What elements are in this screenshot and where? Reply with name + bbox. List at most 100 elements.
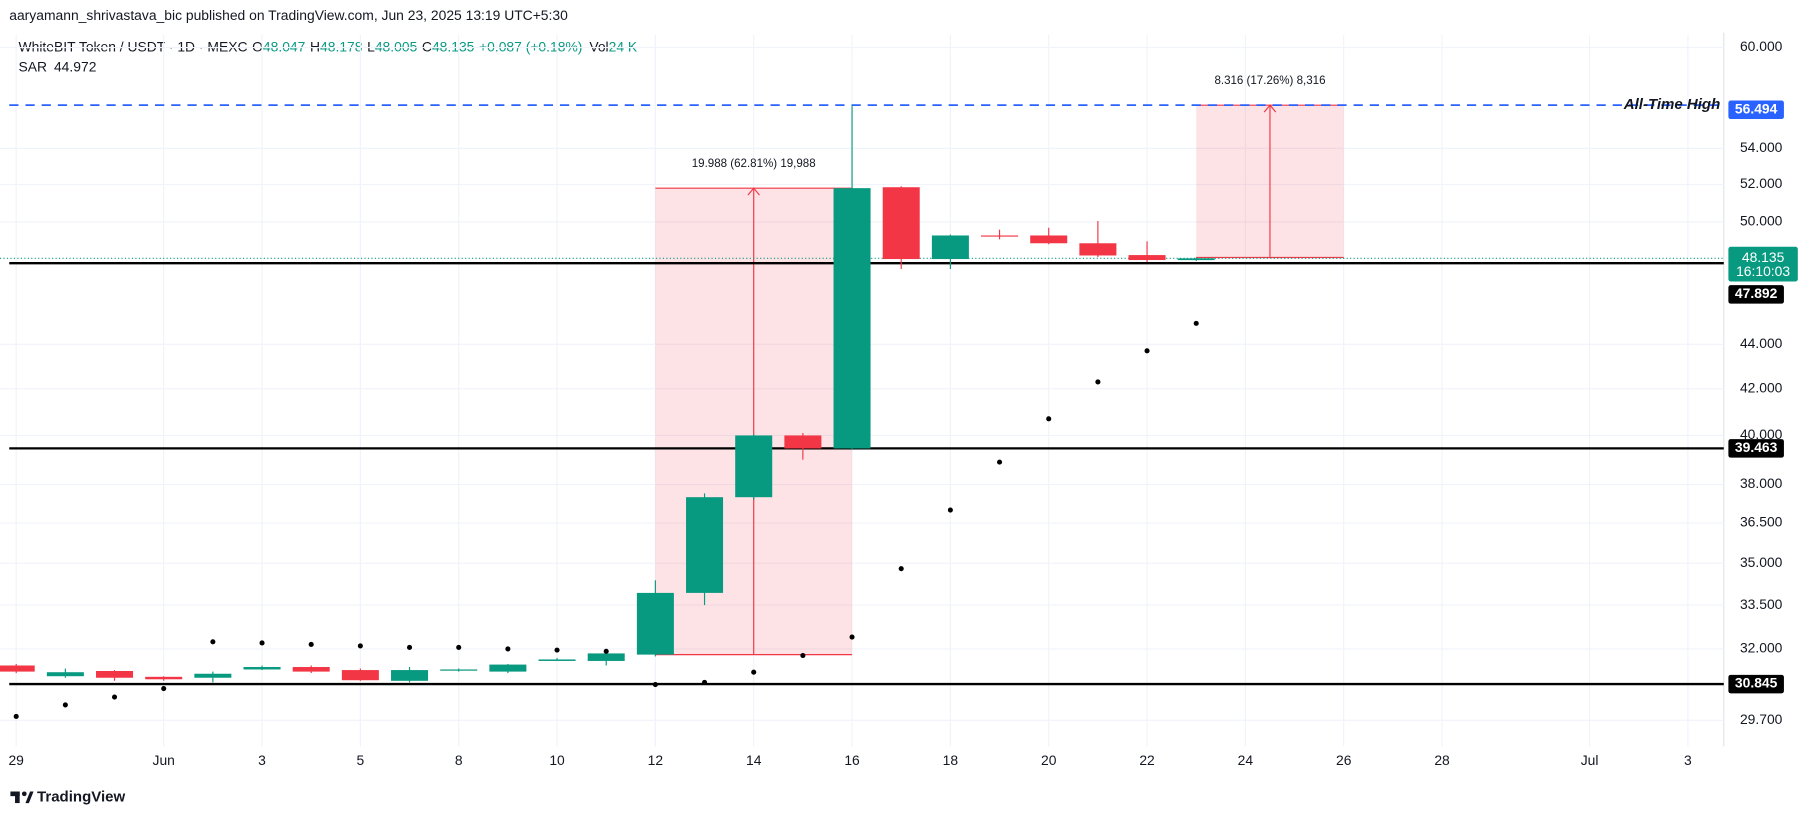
last-price-label: 48.135 bbox=[1742, 249, 1785, 265]
ath-price-label-bg bbox=[1728, 100, 1784, 120]
x-tick-label: 26 bbox=[1336, 752, 1352, 768]
h-value: 48.178 bbox=[320, 38, 363, 54]
sar-label: SAR bbox=[19, 58, 48, 74]
sar-dot bbox=[652, 682, 658, 688]
sar-dot bbox=[62, 702, 68, 708]
measure-label: 8.316 (17.26%) 8,316 bbox=[1214, 75, 1325, 87]
sar-dot bbox=[554, 647, 560, 653]
candle-body bbox=[735, 435, 773, 498]
o-label: O bbox=[252, 38, 263, 54]
sar-dot bbox=[1144, 348, 1150, 354]
sar-dot bbox=[849, 634, 855, 640]
candle-body bbox=[145, 676, 183, 680]
x-tick-label: 18 bbox=[943, 752, 959, 768]
candles bbox=[0, 105, 1215, 719]
level-label: 47.892 bbox=[1735, 285, 1778, 301]
x-tick-label: 20 bbox=[1041, 752, 1057, 768]
level-label: 30.845 bbox=[1735, 675, 1778, 691]
sar-dot bbox=[406, 644, 413, 650]
sar-dot bbox=[1193, 320, 1199, 326]
sar-dot bbox=[259, 640, 265, 646]
candle-body bbox=[440, 669, 478, 671]
candle-body bbox=[784, 435, 822, 449]
vol-label: Vol bbox=[589, 38, 608, 54]
x-tick-label: 3 bbox=[1684, 752, 1692, 768]
candle-body bbox=[1177, 258, 1215, 261]
level-label-bg bbox=[1728, 674, 1784, 694]
y-tick-label: 42.000 bbox=[1740, 379, 1783, 395]
candle-body bbox=[391, 670, 429, 681]
x-tick-label: Jul bbox=[1581, 752, 1599, 768]
y-tick-label: 60.000 bbox=[1740, 38, 1783, 54]
sar-dot bbox=[1046, 416, 1052, 422]
sar-dot bbox=[751, 669, 757, 675]
sar-dot bbox=[161, 686, 167, 692]
change: +0.087 (+0.18%) bbox=[479, 38, 582, 54]
sar-dot bbox=[111, 694, 118, 700]
level-label-bg bbox=[1728, 439, 1784, 458]
y-tick-label: 52.000 bbox=[1740, 175, 1783, 191]
x-tick-label: 28 bbox=[1434, 752, 1450, 768]
x-tick-label: 29 bbox=[8, 752, 24, 768]
x-tick-label: 8 bbox=[455, 752, 463, 768]
last-price-bg bbox=[1728, 246, 1798, 282]
sar-dot bbox=[603, 648, 609, 654]
candle-body bbox=[292, 667, 330, 672]
candle-body bbox=[587, 653, 625, 661]
countdown: 16:10:03 bbox=[1736, 263, 1790, 279]
y-tick-label: 29.700 bbox=[1740, 711, 1783, 727]
sar-dot bbox=[505, 646, 511, 652]
sar-dot bbox=[13, 713, 19, 719]
y-tick-label: 54.000 bbox=[1740, 139, 1783, 155]
legend-sar: SAR 44.972 bbox=[19, 58, 97, 74]
candle-body bbox=[1128, 255, 1166, 261]
sar-dot bbox=[997, 459, 1003, 465]
candle-body bbox=[1030, 235, 1068, 244]
candle-body bbox=[686, 497, 724, 593]
grid bbox=[0, 34, 1724, 747]
ath-price-label: 56.494 bbox=[1735, 100, 1778, 116]
labels: 60.000 54.000 52.000 50.000 44.000 42.000 40.0… bbox=[8, 38, 1798, 768]
x-tick-label: 5 bbox=[357, 752, 365, 768]
candle-body bbox=[96, 670, 134, 678]
measure-arrowhead bbox=[747, 187, 760, 196]
legend-ohlc: WhiteBIT Token / USDT · 1D · MEXC O48.047… bbox=[19, 38, 638, 54]
sar-value: 44.972 bbox=[54, 58, 97, 74]
sar-dot bbox=[456, 644, 462, 650]
y-tick-label: 44.000 bbox=[1740, 335, 1783, 351]
candle-body bbox=[981, 235, 1019, 237]
candle-body bbox=[636, 592, 674, 655]
drawings: 19.988 (62.81%) 19,988 8.316 (17.26%) 8,3… bbox=[0, 75, 1724, 686]
candle-body bbox=[1079, 243, 1117, 256]
candle-body bbox=[341, 670, 379, 681]
publisher: aaryamann_shrivastava_bic published on T… bbox=[9, 7, 568, 23]
sar-dot bbox=[800, 652, 806, 659]
x-tick-label: Jun bbox=[153, 752, 175, 768]
y-tick-label: 32.000 bbox=[1740, 640, 1783, 656]
c-label: C bbox=[422, 38, 432, 54]
candle-body bbox=[243, 667, 281, 670]
candle-body bbox=[931, 235, 969, 260]
candle-body bbox=[538, 659, 576, 661]
candle-body bbox=[833, 188, 871, 449]
y-tick-label: 33.500 bbox=[1740, 596, 1783, 612]
x-tick-label: 24 bbox=[1238, 752, 1254, 768]
sar-dot bbox=[898, 566, 904, 572]
x-tick-label: 3 bbox=[258, 752, 266, 768]
sar-dot bbox=[357, 643, 363, 649]
y-tick-label: 35.000 bbox=[1740, 554, 1783, 570]
candle-body bbox=[489, 664, 527, 672]
y-tick-label: 40.000 bbox=[1740, 426, 1783, 442]
candle-body bbox=[882, 187, 920, 260]
x-tick-label: 16 bbox=[844, 752, 860, 768]
vol-value: 24 K bbox=[609, 38, 638, 54]
level-label: 39.463 bbox=[1735, 439, 1778, 455]
y-tick-label: 50.000 bbox=[1740, 213, 1783, 229]
level-label-bg bbox=[1728, 285, 1784, 304]
x-tick-label: 22 bbox=[1139, 752, 1155, 768]
ath-label: All-Time High bbox=[1623, 96, 1721, 113]
footer-brand: TradingView bbox=[37, 788, 125, 805]
candle-body bbox=[0, 665, 35, 672]
